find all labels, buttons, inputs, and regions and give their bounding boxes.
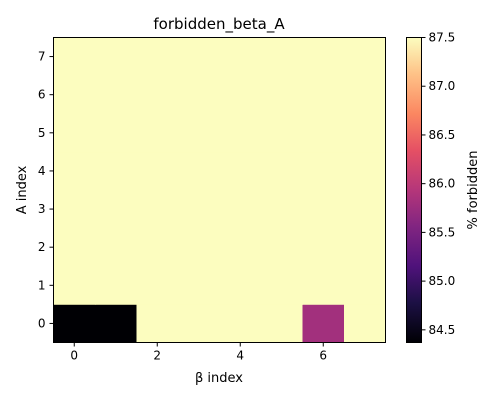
heatmap-cell (137, 38, 179, 77)
y-axis-label: A index (15, 165, 30, 214)
heatmap-cell (220, 266, 262, 305)
heatmap-cell (220, 76, 262, 115)
heatmap-cell (344, 152, 386, 191)
y-tick-label: 5 (38, 126, 46, 140)
heatmap-cell (344, 76, 386, 115)
chart-title: forbidden_beta_A (153, 15, 285, 34)
heatmap-cell (95, 76, 137, 115)
heatmap-cell (220, 190, 262, 229)
y-tick-label: 2 (38, 240, 46, 254)
heatmap-cell (178, 228, 220, 267)
heatmap-cell (178, 190, 220, 229)
heatmap-cell (137, 304, 179, 343)
heatmap-cell (137, 152, 179, 191)
heatmap-cell (220, 304, 262, 343)
y-tick-label: 3 (38, 202, 46, 216)
heatmap-cell (261, 190, 303, 229)
heatmap-cell (303, 38, 345, 77)
heatmap-cell (137, 266, 179, 305)
heatmap-cell (95, 38, 137, 77)
colorbar-ticks: 84.5 85.0 85.5 86.0 86.5 87.0 87.5 (422, 31, 456, 337)
heatmap-cell (261, 266, 303, 305)
x-tick-label: 6 (319, 349, 327, 363)
colorbar-tick-label: 86.5 (429, 128, 456, 142)
heatmap-cell (178, 304, 220, 343)
heatmap-cell (344, 114, 386, 153)
colorbar-tick-label: 87.0 (429, 79, 456, 93)
heatmap-cell (261, 114, 303, 153)
heatmap-cell (54, 76, 96, 115)
heatmap-cell (344, 266, 386, 305)
colorbar-tick-label: 85.5 (429, 225, 456, 239)
colorbar-label: % forbidden (466, 151, 481, 230)
heatmap-cell (54, 304, 96, 343)
y-axis-ticks: 0 1 2 3 4 5 6 7 (38, 50, 54, 331)
colorbar (407, 38, 422, 343)
heatmap-cell (137, 114, 179, 153)
heatmap-cell (54, 266, 96, 305)
heatmap-cell (54, 190, 96, 229)
heatmap-cells (54, 38, 386, 343)
heatmap-cell (261, 304, 303, 343)
x-tick-label: 4 (236, 349, 244, 363)
heatmap-cell (261, 76, 303, 115)
y-tick-label: 0 (38, 316, 46, 330)
heatmap-cell (303, 152, 345, 191)
heatmap-cell (95, 114, 137, 153)
heatmap-cell (220, 114, 262, 153)
heatmap-cell (95, 190, 137, 229)
heatmap-cell (54, 38, 96, 77)
colorbar-tick-label: 86.0 (429, 177, 456, 191)
heatmap-cell (137, 228, 179, 267)
heatmap-cell (95, 152, 137, 191)
heatmap-cell (178, 76, 220, 115)
heatmap-cell (344, 228, 386, 267)
heatmap-cell (344, 38, 386, 77)
heatmap-cell (303, 114, 345, 153)
heatmap-cell (303, 266, 345, 305)
heatmap-cell (220, 228, 262, 267)
heatmap-cell (137, 190, 179, 229)
colorbar-tick-label: 85.0 (429, 274, 456, 288)
y-tick-label: 4 (38, 164, 46, 178)
heatmap-cell (95, 228, 137, 267)
heatmap-cell (178, 38, 220, 77)
heatmap-cell (178, 266, 220, 305)
y-tick-label: 6 (38, 88, 46, 102)
heatmap-cell (95, 266, 137, 305)
colorbar-tick-label: 84.5 (429, 323, 456, 337)
heatmap-cell (137, 76, 179, 115)
heatmap-cell (303, 304, 345, 343)
x-tick-label: 2 (153, 349, 161, 363)
heatmap-cell (303, 76, 345, 115)
heatmap-cell (95, 304, 137, 343)
heatmap-cell (261, 38, 303, 77)
heatmap-cell (261, 152, 303, 191)
heatmap-cell (344, 304, 386, 343)
x-axis-label: β index (195, 371, 243, 386)
heatmap-cell (54, 114, 96, 153)
colorbar-tick-label: 87.5 (429, 31, 456, 45)
heatmap-cell (261, 228, 303, 267)
heatmap-cell (178, 152, 220, 191)
x-axis-ticks: 0 2 4 6 (70, 343, 327, 363)
heatmap-cell (220, 152, 262, 191)
heatmap-cell (344, 190, 386, 229)
heatmap-cell (303, 190, 345, 229)
heatmap-cell (303, 228, 345, 267)
x-tick-label: 0 (70, 349, 78, 363)
heatmap-cell (54, 228, 96, 267)
y-tick-label: 1 (38, 278, 46, 292)
heatmap-cell (54, 152, 96, 191)
heatmap-cell (178, 114, 220, 153)
y-tick-label: 7 (38, 50, 46, 64)
heatmap-cell (220, 38, 262, 77)
